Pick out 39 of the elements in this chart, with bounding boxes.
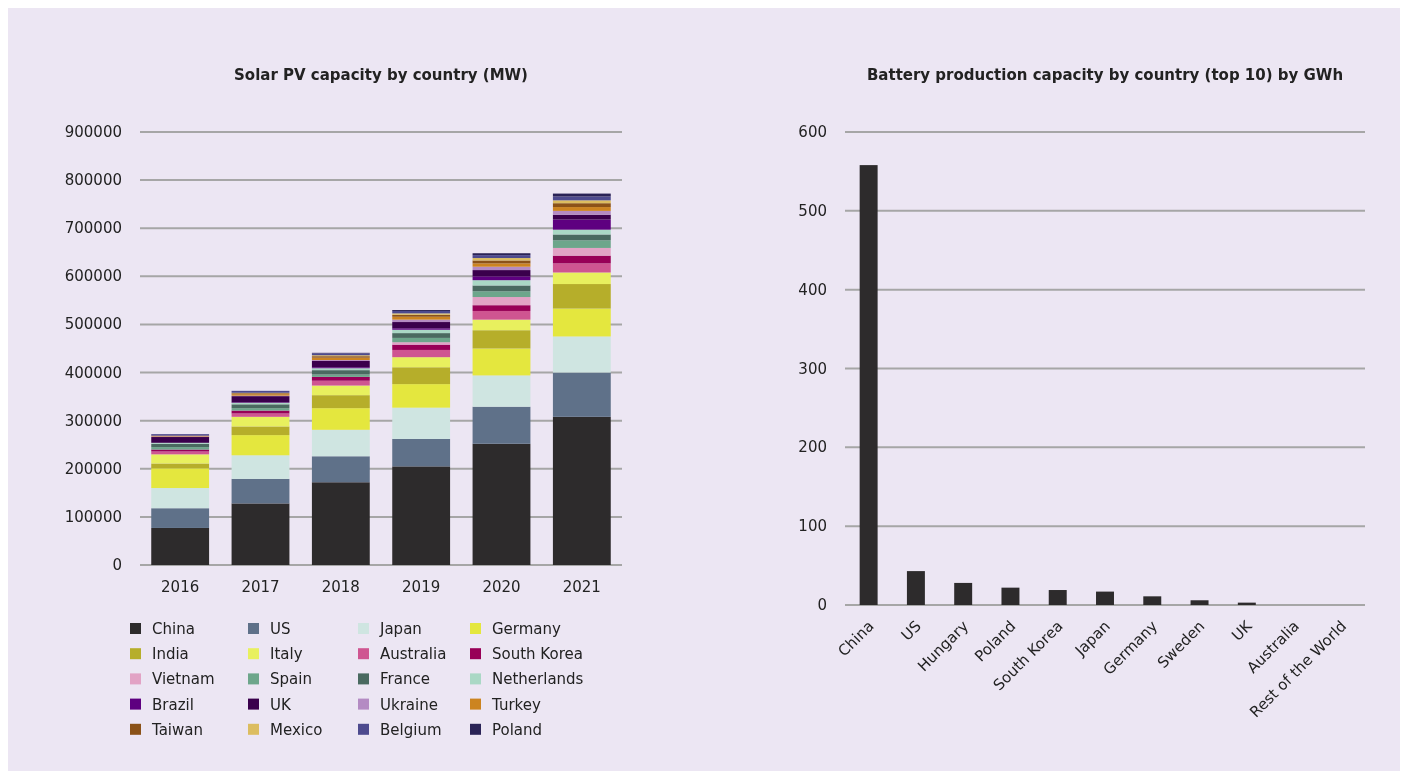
legend-label: Vietnam [152, 670, 215, 689]
y-tick-label: 300 [798, 359, 827, 378]
x-tick-label: 2018 [321, 578, 360, 596]
legend-label: France [380, 670, 430, 689]
y-tick-label: 200000 [64, 459, 122, 478]
y-tick-label: 0 [817, 596, 827, 614]
legend-label: Netherlands [492, 670, 584, 689]
legend-label: Brazil [152, 695, 194, 714]
y-tick-label: 600000 [64, 267, 122, 286]
y-tick-label: 100000 [64, 507, 122, 526]
legend-label: Mexico [270, 720, 323, 739]
y-tick-label: 900000 [64, 123, 122, 141]
y-tick-label: 500000 [64, 315, 122, 334]
y-tick-label: 300000 [64, 411, 122, 430]
y-tick-label: 200 [798, 438, 827, 457]
y-tick-label: 500 [798, 201, 827, 220]
x-tick-label: 2021 [562, 578, 601, 596]
y-tick-label: 600 [798, 123, 827, 141]
x-tick-label: 2016 [161, 578, 200, 596]
legend-label: Italy [270, 645, 303, 664]
x-tick-label: 2017 [241, 578, 280, 596]
y-tick-label: 400 [798, 280, 827, 299]
legend-label: UK [270, 695, 292, 714]
legend-label: Turkey [491, 695, 541, 714]
y-tick-label: 700000 [64, 219, 122, 238]
y-tick-label: 0 [112, 556, 122, 574]
chart-title: Solar PV capacity by country (MW) [234, 66, 528, 84]
legend-label: Belgium [380, 720, 442, 739]
legend-label: Spain [270, 670, 312, 689]
legend-label: India [152, 645, 189, 664]
y-tick-label: 400000 [64, 363, 122, 382]
legend-label: Poland [492, 720, 543, 739]
legend-label: Taiwan [151, 720, 204, 739]
y-tick-label: 100 [798, 517, 827, 536]
legend-label: Ukraine [380, 695, 438, 714]
y-tick-label: 800000 [64, 171, 122, 190]
x-tick-label: 2019 [402, 578, 441, 596]
x-tick-label: 2020 [482, 578, 521, 596]
chart-title: Battery production capacity by country (top 10) by GWh [866, 66, 1344, 84]
